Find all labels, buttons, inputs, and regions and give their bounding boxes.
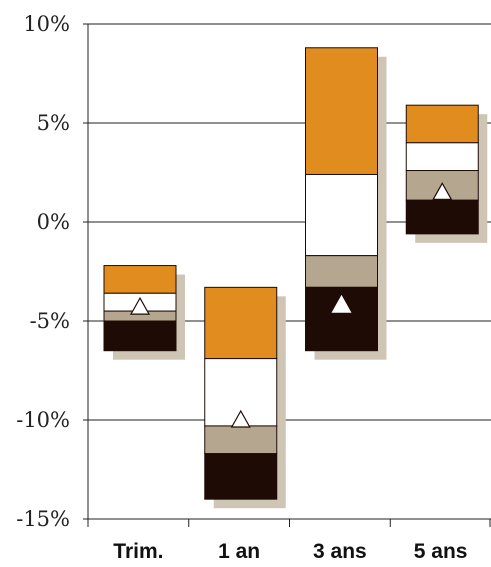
bar-segment (204, 425, 278, 455)
y-tick-label: 5% (37, 111, 70, 135)
bar-segment (305, 47, 378, 175)
y-tick-label: 0% (37, 210, 70, 234)
x-category-label: 3 ans (313, 540, 367, 563)
y-tick-label: 10% (23, 12, 70, 36)
y-tick-label: -10% (16, 408, 70, 432)
triangle-marker (129, 296, 151, 315)
x-category-labels: Trim. 1 an 3 ans 5 ans (113, 540, 467, 563)
bar-segment (103, 320, 177, 352)
triangle-marker (432, 182, 453, 200)
bar-segment (405, 199, 479, 235)
markers (129, 182, 453, 428)
bar-segment (204, 286, 278, 360)
bar-segment (103, 265, 177, 294)
bar-segment (204, 453, 278, 500)
y-tick-label: -15% (16, 507, 70, 531)
bar-segment (305, 255, 378, 288)
y-tick-label: -5% (30, 309, 70, 333)
y-tick-labels: 10% 5% 0% -5% -10% -15% (16, 12, 70, 531)
triangle-marker (331, 294, 352, 313)
x-category-label: 1 an (218, 540, 260, 563)
bar-segment (405, 142, 479, 172)
x-category-label: 5 ans (414, 540, 468, 563)
bar-segment (305, 173, 378, 257)
x-category-label: Trim. (113, 540, 163, 563)
axes (83, 23, 491, 527)
triangle-marker (230, 409, 251, 428)
bars (103, 47, 479, 500)
bar-segment (405, 104, 479, 144)
